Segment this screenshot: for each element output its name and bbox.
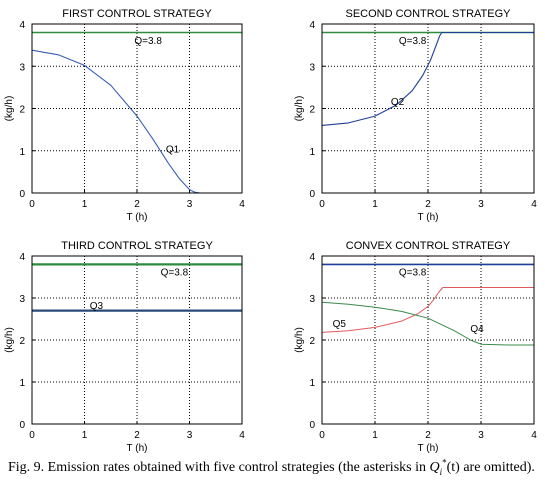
chart-3-xtick-label: 2 <box>134 430 140 441</box>
chart-4-xtick-label: 1 <box>372 430 378 441</box>
chart-1-xtick-label: 2 <box>134 199 140 210</box>
chart-1-annotation-1: Q=3.8 <box>134 36 162 47</box>
chart-4-ylabel: (kg/h) <box>294 327 305 353</box>
chart-1-xtick-label: 1 <box>82 199 88 210</box>
chart-2-ytick-label: 0 <box>309 189 315 200</box>
chart-1-ytick-label: 0 <box>19 189 25 200</box>
chart-4-ytick-label: 3 <box>309 294 315 305</box>
chart-2-xlabel: T (h) <box>418 212 439 223</box>
chart-3-xlabel: T (h) <box>127 443 148 454</box>
chart-4-xlabel: T (h) <box>418 443 439 454</box>
caption-q-argument: (t) <box>446 460 460 475</box>
chart-2-annotation-1: Q=3.8 <box>399 36 427 47</box>
chart-4-ytick-label: 4 <box>309 252 315 263</box>
chart-2-title: SECOND CONTROL STRATEGY <box>345 8 511 20</box>
chart-2-ytick-label: 4 <box>309 20 315 31</box>
chart-4-xtick-label: 4 <box>531 430 537 441</box>
chart-1-ytick-label: 3 <box>19 62 25 73</box>
chart-3-title: THIRD CONTROL STRATEGY <box>61 240 213 252</box>
chart-4-ytick-label: 1 <box>309 378 315 389</box>
caption-prefix: Fig. 9. Emission rates obtained with fiv… <box>8 460 430 475</box>
chart-3-ytick-label: 3 <box>19 294 25 305</box>
chart-1-xtick-label: 0 <box>29 199 35 210</box>
chart-1-title: FIRST CONTROL STRATEGY <box>62 8 212 20</box>
chart-3-xtick-label: 4 <box>239 430 245 441</box>
chart-2-ytick-label: 3 <box>309 62 315 73</box>
chart-2-xtick-label: 4 <box>531 199 537 210</box>
chart-3-xtick-label: 1 <box>82 430 88 441</box>
chart-3-annotation-2: Q3 <box>90 301 104 312</box>
chart-3-ytick-label: 4 <box>19 252 25 263</box>
chart-2-ytick-label: 2 <box>309 105 315 116</box>
chart-1-xtick-label: 4 <box>239 199 245 210</box>
chart-4-xtick-label: 2 <box>425 430 431 441</box>
chart-4-annotation-2: Q5 <box>333 319 347 330</box>
chart-3-ytick-label: 2 <box>19 336 25 347</box>
chart-2-ylabel: (kg/h) <box>294 96 305 122</box>
chart-4-annotation-1: Q=3.8 <box>399 268 427 279</box>
chart-2-xtick-label: 2 <box>425 199 431 210</box>
chart-4-xtick-label: 0 <box>319 430 325 441</box>
chart-3-xtick-label: 0 <box>29 430 35 441</box>
chart-4-series-2-line <box>321 287 534 333</box>
chart-3-annotation-1: Q=3.8 <box>161 268 189 279</box>
caption-q-symbol: Q <box>429 460 440 475</box>
chart-2-annotation-2: Q2 <box>391 97 405 108</box>
chart-4-ytick-label: 0 <box>309 420 315 431</box>
chart-1-annotation-2: Q1 <box>166 145 180 156</box>
chart-4-series-3-line <box>321 301 534 346</box>
chart-3-ytick-label: 0 <box>19 420 25 431</box>
chart-1-ytick-label: 1 <box>19 147 25 158</box>
chart-3-xtick-label: 3 <box>187 430 193 441</box>
chart-3-ytick-label: 1 <box>19 378 25 389</box>
figure-caption: Fig. 9. Emission rates obtained with fiv… <box>8 457 538 477</box>
figure-canvas: 0 1 2 3 4 0 1 2 3 4 FIRST CONTROL STRATEGY T (h) (kg… <box>4 8 537 454</box>
caption-suffix: are omitted). <box>459 460 535 475</box>
chart-3-ylabel: (kg/h) <box>4 327 15 353</box>
chart-2-xtick-label: 3 <box>478 199 484 210</box>
chart-2-xtick-label: 1 <box>372 199 378 210</box>
chart-1-ytick-label: 4 <box>19 20 25 31</box>
chart-4-xtick-label: 3 <box>478 430 484 441</box>
chart-1-ylabel: (kg/h) <box>4 96 15 122</box>
chart-4-ytick-label: 2 <box>309 336 315 347</box>
chart-1-ytick-label: 2 <box>19 105 25 116</box>
caption-q-superscript: * <box>442 457 447 468</box>
chart-4-annotation-3: Q4 <box>470 324 484 335</box>
chart-4-title: CONVEX CONTROL STRATEGY <box>346 240 511 252</box>
chart-2-ytick-label: 1 <box>309 147 315 158</box>
chart-1-xtick-label: 3 <box>187 199 193 210</box>
chart-1-xlabel: T (h) <box>127 212 148 223</box>
chart-2-series-2-line <box>321 31 534 126</box>
caption-q-subscript: i <box>439 466 443 477</box>
chart-2-xtick-label: 0 <box>319 199 325 210</box>
